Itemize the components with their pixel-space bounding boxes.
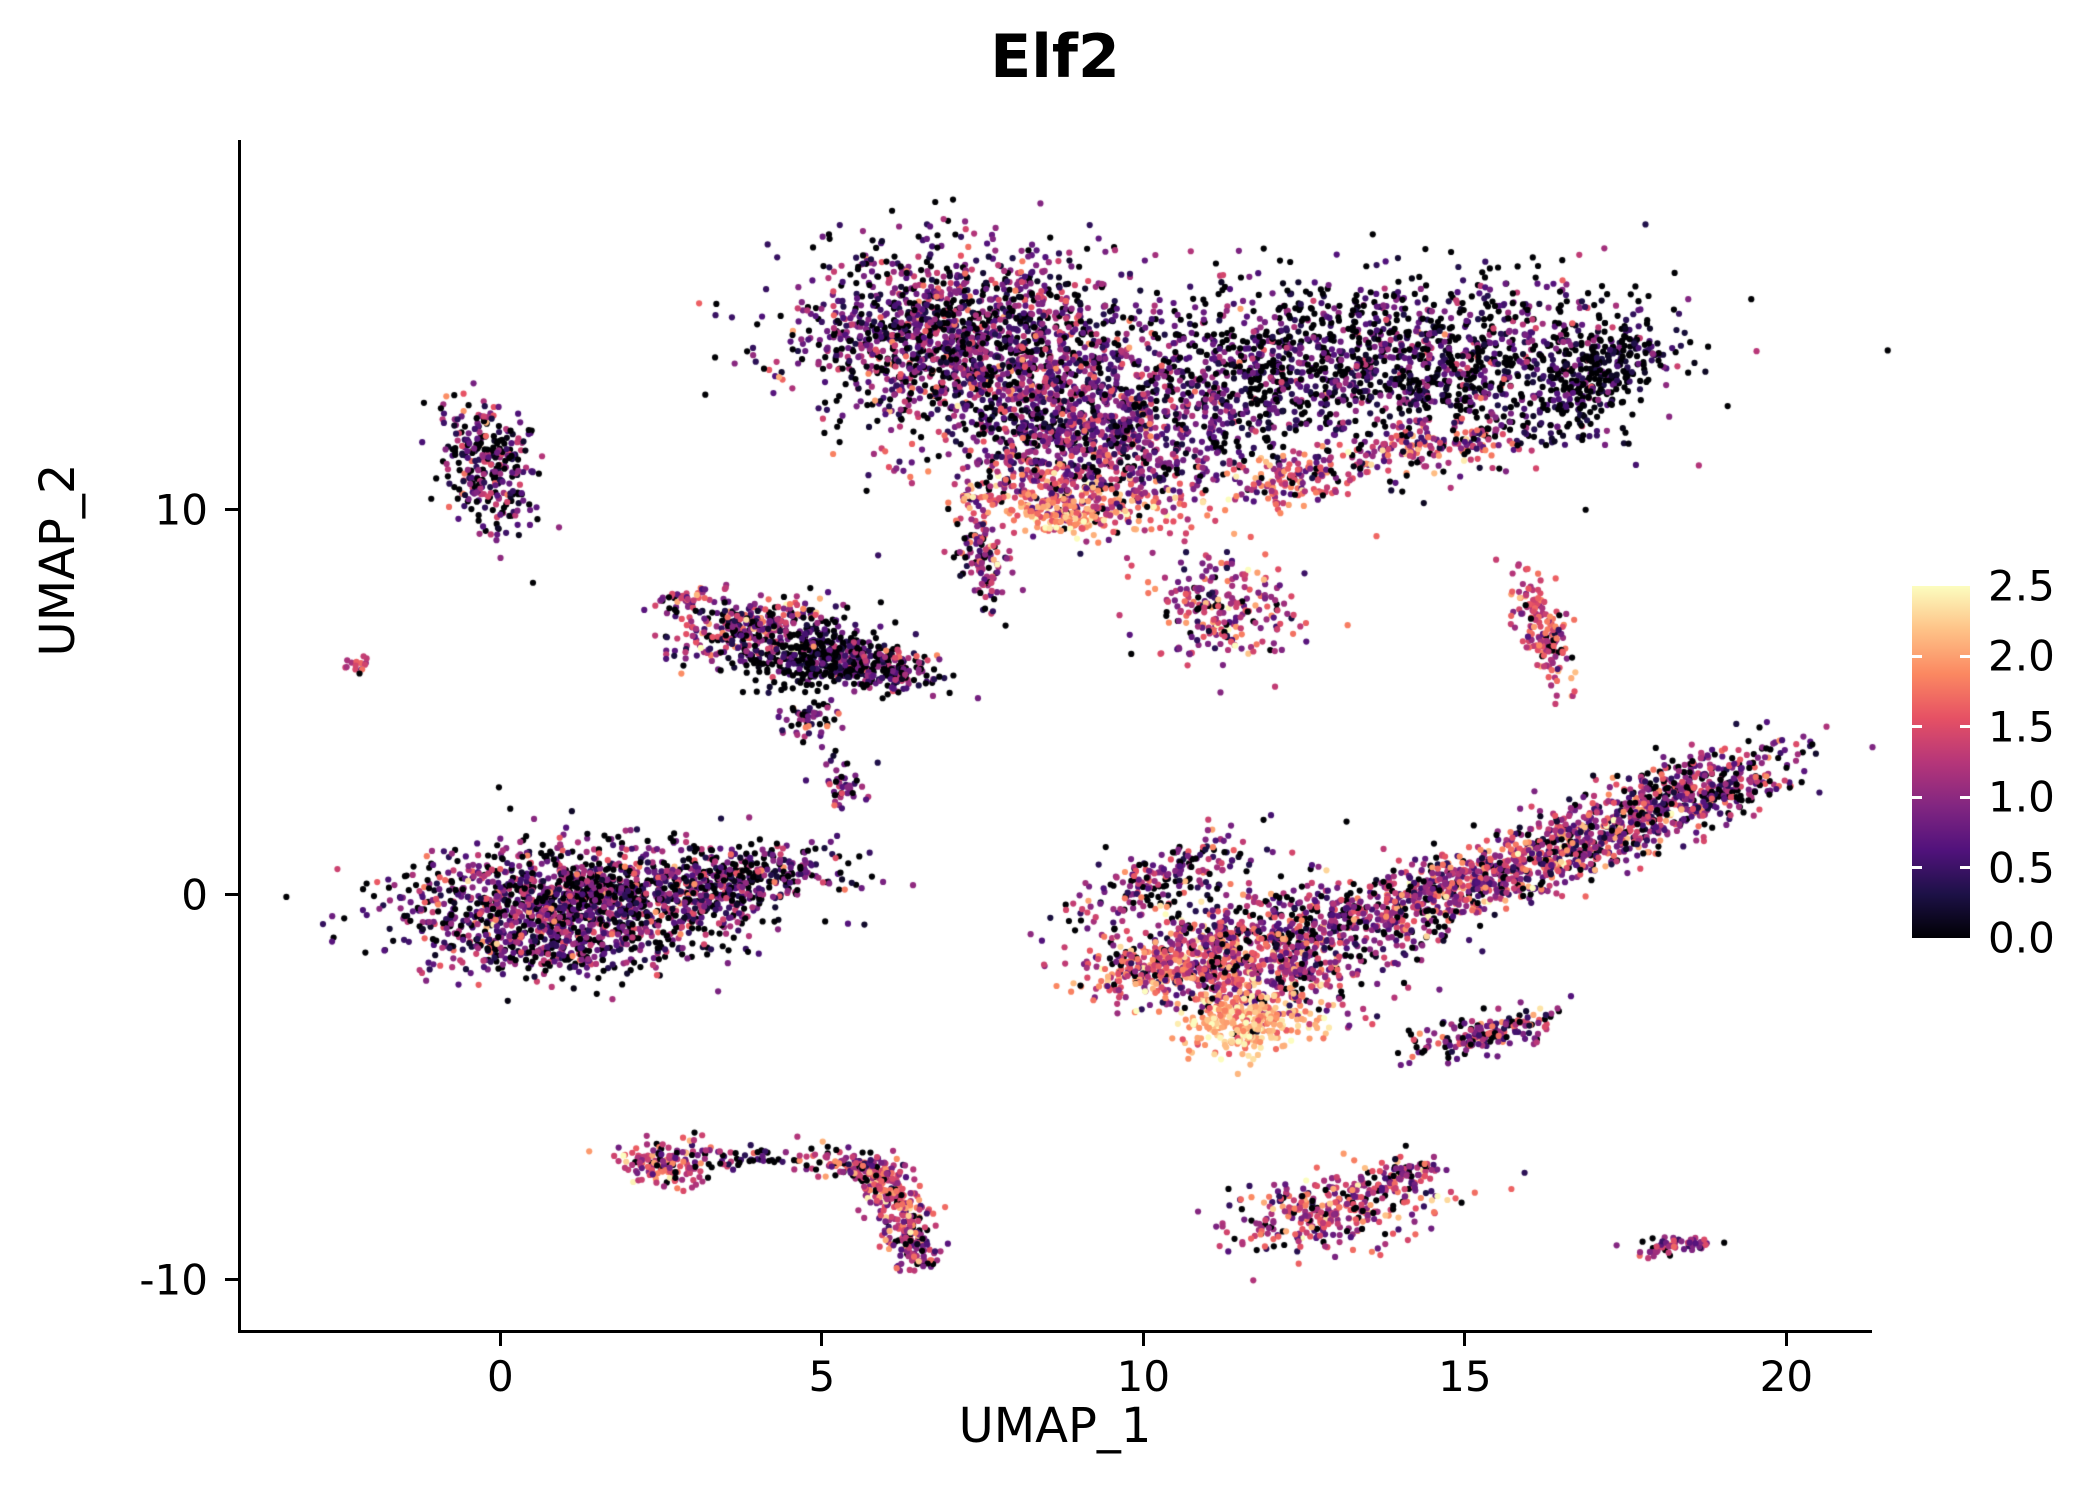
colorbar-tick-notch bbox=[1912, 725, 1922, 729]
x-axis-label: UMAP_1 bbox=[958, 1398, 1152, 1454]
y-tick-mark bbox=[225, 1278, 238, 1282]
y-axis-line bbox=[238, 140, 241, 1333]
x-tick-label: 15 bbox=[1438, 1352, 1492, 1401]
x-tick-label: 5 bbox=[808, 1352, 836, 1401]
colorbar-tick-label: 0.0 bbox=[1988, 913, 2055, 963]
colorbar-tick-notch bbox=[1912, 866, 1922, 870]
x-tick-mark bbox=[1463, 1333, 1467, 1346]
colorbar-tick-notch bbox=[1912, 795, 1922, 799]
colorbar-tick-label: 1.5 bbox=[1988, 702, 2055, 752]
colorbar-tick-notch bbox=[1960, 795, 1970, 799]
colorbar-gradient bbox=[1912, 586, 1970, 938]
y-tick-mark bbox=[225, 508, 238, 512]
colorbar-tick-notch bbox=[1912, 654, 1922, 658]
plot-title: Elf2 bbox=[990, 22, 1120, 92]
colorbar-tick-notch bbox=[1960, 725, 1970, 729]
colorbar-tick-label: 0.5 bbox=[1988, 843, 2055, 893]
x-tick-label: 0 bbox=[487, 1352, 514, 1401]
y-tick-label: 0 bbox=[181, 870, 208, 920]
x-tick-label: 10 bbox=[1116, 1352, 1171, 1401]
x-axis-line bbox=[238, 1330, 1872, 1333]
colorbar-tick-label: 2.0 bbox=[1988, 631, 2055, 681]
x-tick-mark bbox=[1784, 1333, 1788, 1346]
colorbar-tick-notch bbox=[1960, 654, 1970, 658]
colorbar-tick-label: 1.0 bbox=[1988, 772, 2055, 822]
x-tick-mark bbox=[820, 1333, 824, 1346]
colorbar-tick-notch bbox=[1960, 866, 1970, 870]
y-tick-mark bbox=[225, 893, 238, 897]
x-tick-label: 20 bbox=[1759, 1352, 1814, 1401]
y-tick-label: 10 bbox=[154, 485, 208, 535]
x-tick-mark bbox=[498, 1333, 502, 1346]
colorbar-tick-label: 2.5 bbox=[1988, 561, 2055, 611]
y-tick-label: -10 bbox=[139, 1255, 208, 1305]
x-tick-mark bbox=[1141, 1333, 1145, 1346]
